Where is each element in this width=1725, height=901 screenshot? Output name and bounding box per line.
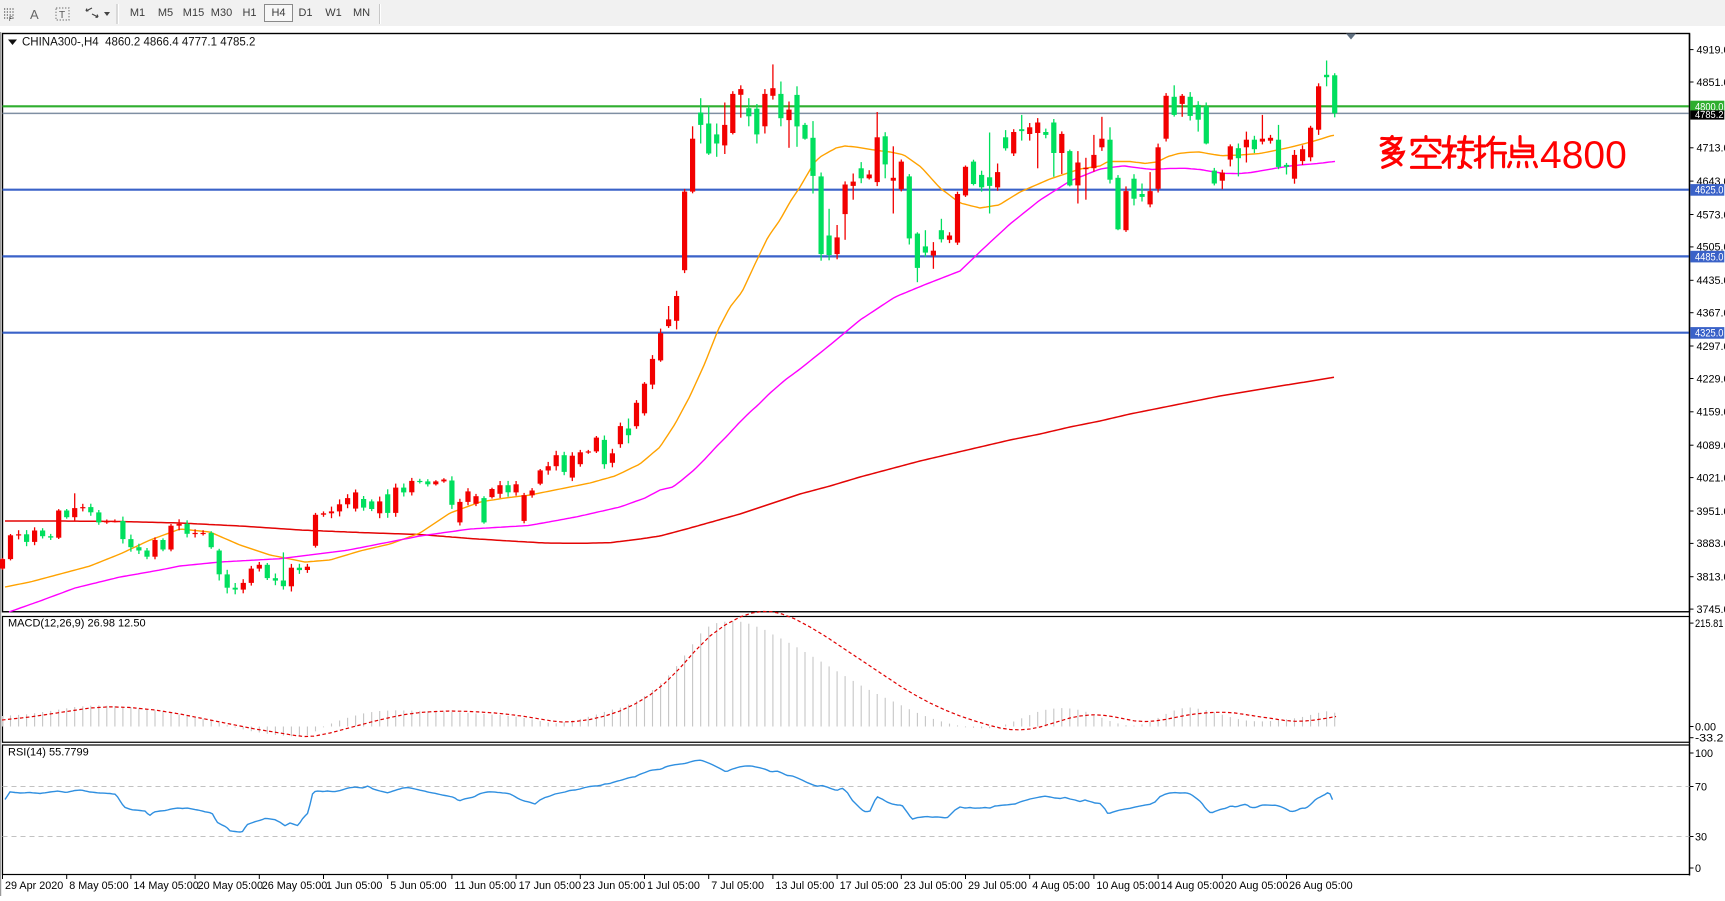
svg-text:13 Jul 05:00: 13 Jul 05:00 (775, 880, 834, 892)
svg-text:4159.0: 4159.0 (1697, 407, 1725, 419)
svg-text:4435.0: 4435.0 (1697, 275, 1725, 287)
svg-text:5 Jun 05:00: 5 Jun 05:00 (390, 880, 446, 892)
svg-text:14 May 05:00: 14 May 05:00 (133, 880, 198, 892)
svg-text:8 May 05:00: 8 May 05:00 (69, 880, 128, 892)
svg-text:T: T (59, 10, 65, 21)
svg-text:4 Aug 05:00: 4 Aug 05:00 (1032, 880, 1090, 892)
svg-text:-33.2: -33.2 (1695, 733, 1724, 745)
svg-text:4485.0: 4485.0 (1695, 251, 1724, 263)
svg-text:RSI(14) 55.7799: RSI(14) 55.7799 (8, 747, 89, 759)
svg-text:20 Aug 05:00: 20 Aug 05:00 (1225, 880, 1289, 892)
svg-text:F: F (9, 17, 13, 23)
svg-text:29 Apr 2020: 29 Apr 2020 (5, 880, 63, 892)
svg-text:CHINA300-,H4 4860.2 4866.4 47: CHINA300-,H4 4860.2 4866.4 4777.1 4785.2 (22, 37, 255, 49)
svg-text:4297.0: 4297.0 (1697, 341, 1725, 353)
svg-text:23 Jun 05:00: 23 Jun 05:00 (583, 880, 645, 892)
svg-text:4367.0: 4367.0 (1697, 308, 1725, 320)
svg-text:17 Jun 05:00: 17 Jun 05:00 (519, 880, 581, 892)
svg-text:A: A (30, 7, 39, 22)
svg-text:20 May 05:00: 20 May 05:00 (198, 880, 263, 892)
svg-text:3745.0: 3745.0 (1697, 604, 1725, 616)
svg-text:26 May 05:00: 26 May 05:00 (262, 880, 327, 892)
svg-text:3951.0: 3951.0 (1697, 506, 1725, 518)
svg-text:0: 0 (1695, 863, 1701, 875)
svg-text:11 Jun 05:00: 11 Jun 05:00 (454, 880, 516, 892)
svg-text:17 Jul 05:00: 17 Jul 05:00 (840, 880, 899, 892)
svg-text:4573.0: 4573.0 (1697, 209, 1725, 221)
svg-text:23 Jul 05:00: 23 Jul 05:00 (904, 880, 963, 892)
svg-text:4021.0: 4021.0 (1697, 472, 1725, 484)
svg-text:4325.0: 4325.0 (1695, 328, 1724, 340)
svg-text:26 Aug 05:00: 26 Aug 05:00 (1289, 880, 1353, 892)
svg-text:7 Jul 05:00: 7 Jul 05:00 (711, 880, 764, 892)
svg-text:215.81: 215.81 (1695, 618, 1724, 630)
svg-text:4800: 4800 (1540, 134, 1627, 177)
svg-text:3813.0: 3813.0 (1697, 572, 1725, 584)
svg-text:1 Jun 05:00: 1 Jun 05:00 (326, 880, 382, 892)
svg-text:1 Jul 05:00: 1 Jul 05:00 (647, 880, 700, 892)
svg-text:4089.0: 4089.0 (1697, 440, 1725, 452)
svg-text:4919.0: 4919.0 (1697, 44, 1725, 56)
svg-text:3883.0: 3883.0 (1697, 538, 1725, 550)
svg-text:70: 70 (1695, 781, 1707, 793)
svg-text:MACD(12,26,9) 26.98 12.50: MACD(12,26,9) 26.98 12.50 (8, 618, 146, 630)
svg-text:4851.0: 4851.0 (1697, 77, 1725, 89)
svg-text:14 Aug 05:00: 14 Aug 05:00 (1161, 880, 1225, 892)
svg-text:4785.2: 4785.2 (1695, 110, 1724, 121)
svg-text:4625.0: 4625.0 (1695, 185, 1724, 197)
svg-text:4713.0: 4713.0 (1697, 143, 1725, 155)
svg-text:100: 100 (1695, 748, 1713, 760)
svg-text:30: 30 (1695, 831, 1707, 843)
svg-text:10 Aug 05:00: 10 Aug 05:00 (1096, 880, 1160, 892)
svg-text:29 Jul 05:00: 29 Jul 05:00 (968, 880, 1027, 892)
svg-text:4229.0: 4229.0 (1697, 373, 1725, 385)
svg-text:0.00: 0.00 (1695, 721, 1716, 733)
